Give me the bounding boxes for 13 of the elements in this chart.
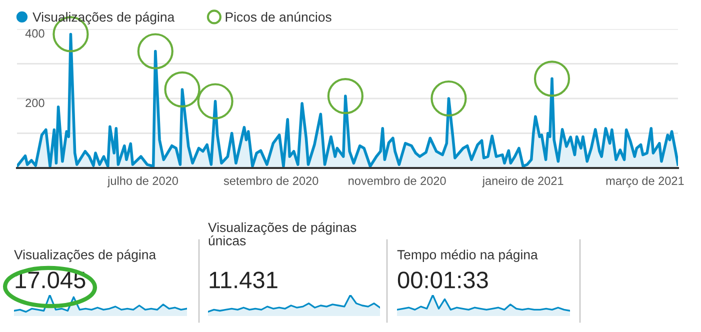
x-tick-label: novembro de 2020: [348, 176, 446, 186]
y-tick-label: 200: [26, 98, 44, 108]
x-tick-label: janeiro de 2021: [482, 176, 564, 188]
chart-title: Visualizações de páginas únicas: [208, 222, 356, 246]
y-tick-label: 400: [25, 29, 44, 38]
text: 00:01:33: [398, 272, 488, 288]
chart-title: Tempo médio na página: [397, 250, 538, 262]
chart-title: Visualizações de página: [14, 249, 156, 262]
x-tick-label: julho de 2020: [107, 176, 178, 188]
legend-label: Picos de anúncios: [226, 12, 332, 22]
x-tick-label: setembro de 2020: [224, 176, 318, 186]
text: 11.431: [210, 272, 278, 288]
x-tick-label: março de 2021: [606, 176, 684, 188]
